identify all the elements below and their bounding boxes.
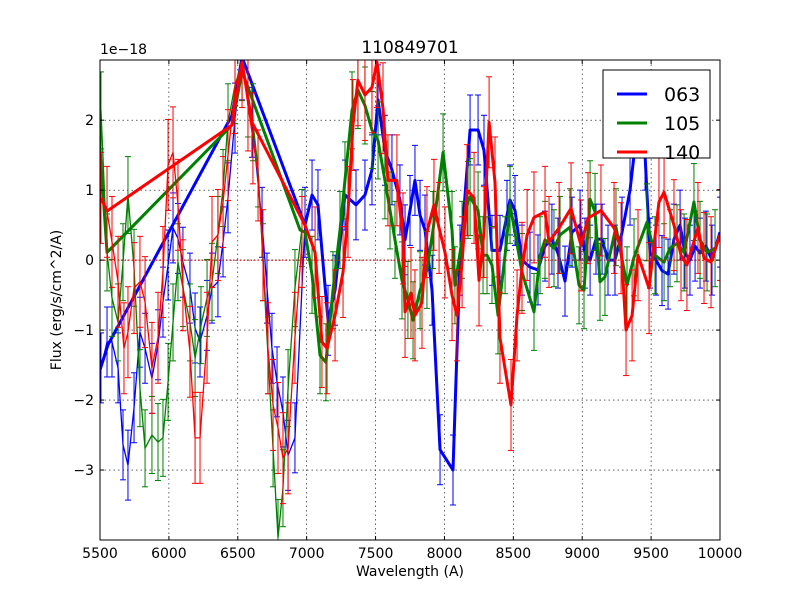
ticks: 5500 6000 6500 7000 7500 8000 8500 9000 9500 1000… — [73, 60, 742, 562]
series-140 — [100, 60, 720, 505]
y-tick-label: 2 — [85, 113, 94, 129]
x-tick-label: 7000 — [289, 546, 325, 562]
x-tick-label: 6500 — [220, 546, 256, 562]
x-tick-label: 7500 — [358, 546, 394, 562]
legend-label-105: 105 — [664, 113, 700, 135]
y-offset-label: 1e−18 — [100, 42, 147, 58]
legend-label-063: 063 — [664, 84, 700, 106]
series-140-smoothed-line — [100, 60, 720, 407]
y-tick-label: −1 — [73, 323, 94, 339]
x-tick-label: 9000 — [564, 546, 600, 562]
series-063-smoothed-line — [100, 60, 720, 472]
y-tick-label: 0 — [85, 253, 94, 269]
x-tick-label: 10000 — [698, 546, 743, 562]
legend-label-140: 140 — [664, 142, 700, 164]
y-tick-label: 1 — [85, 183, 94, 199]
series-105-smoothed-line — [100, 69, 716, 364]
x-tick-label: 5500 — [82, 546, 118, 562]
y-axis-label: Flux (erg/s/cm^2/A) — [49, 230, 65, 370]
y-tick-label: −3 — [73, 463, 94, 479]
y-tick-label: −2 — [73, 393, 94, 409]
axes-frame — [99, 59, 721, 541]
series-140-data-line — [100, 61, 303, 461]
x-tick-label: 8500 — [496, 546, 532, 562]
x-tick-label: 8000 — [427, 546, 463, 562]
plot-area — [100, 60, 720, 540]
x-axis-label: Wavelength (A) — [356, 564, 464, 580]
x-tick-label: 6000 — [151, 546, 187, 562]
legend: 063 105 140 — [602, 69, 711, 164]
chart-title: 110849701 — [361, 38, 458, 58]
legend-box — [602, 69, 711, 159]
x-tick-label: 9500 — [633, 546, 669, 562]
